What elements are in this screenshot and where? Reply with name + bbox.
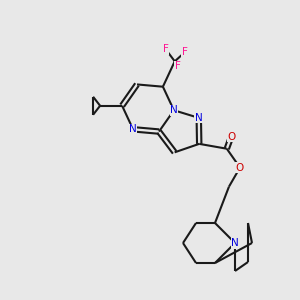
Text: N: N <box>195 113 202 123</box>
Text: F: F <box>175 61 181 71</box>
Text: N: N <box>129 124 137 134</box>
Text: F: F <box>163 44 169 54</box>
Text: F: F <box>182 47 188 57</box>
Text: O: O <box>236 163 244 172</box>
Text: N: N <box>231 238 239 248</box>
Text: N: N <box>170 105 178 115</box>
Text: O: O <box>227 131 236 142</box>
